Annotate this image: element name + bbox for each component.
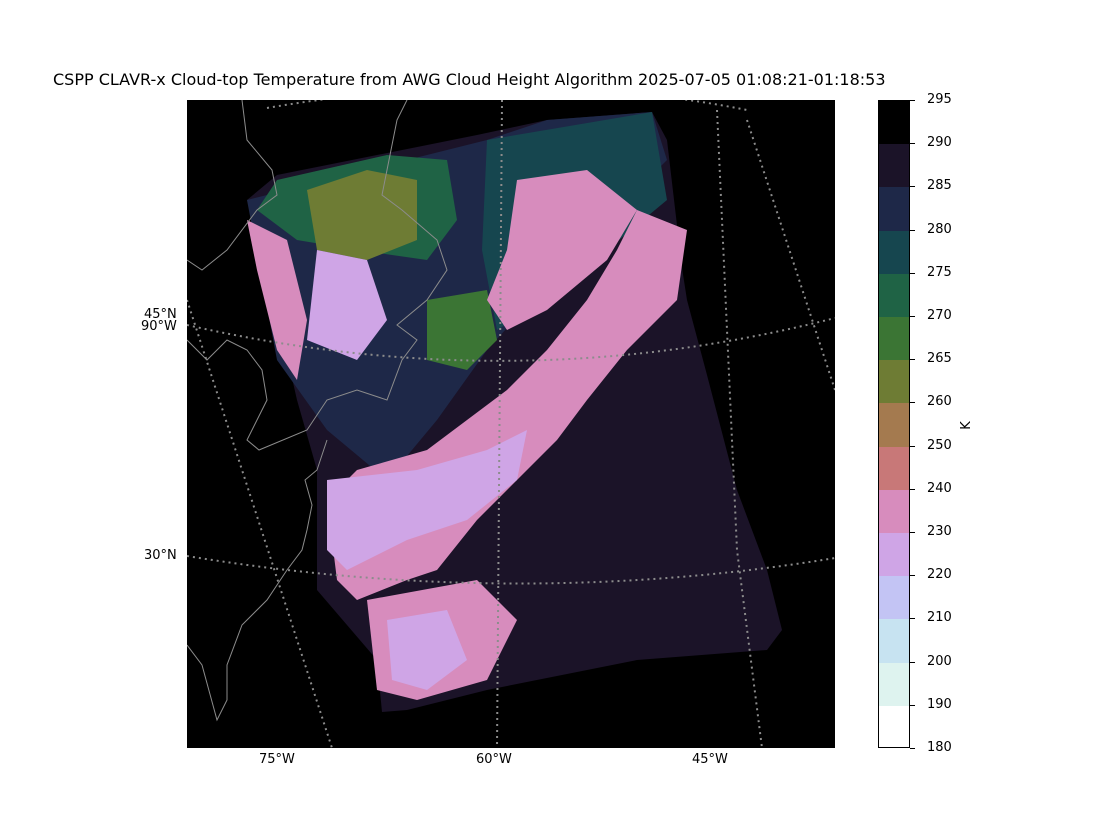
colorbar-tick-mark	[910, 618, 915, 620]
colorbar-tick-mark	[910, 661, 915, 663]
colorbar-tick-mark	[910, 532, 915, 533]
colorbar-tick-label: 200	[927, 653, 952, 669]
colorbar-tick-mark	[910, 186, 915, 188]
colorbar-tick-mark	[910, 402, 915, 404]
colorbar-tick-mark	[910, 359, 915, 361]
gridlines	[187, 100, 835, 748]
colorbar	[878, 100, 910, 748]
colorbar-tick-label: 250	[927, 437, 952, 453]
lat-label-45n: 45°N	[144, 307, 177, 322]
colorbar-segment	[879, 360, 909, 405]
colorbar-segment	[879, 403, 909, 448]
colorbar-tick-label: 295	[927, 92, 952, 107]
colorbar-tick-label: 240	[927, 480, 952, 496]
colorbar-segment	[879, 662, 909, 707]
lon-label-45w: 45°W	[692, 752, 728, 767]
colorbar-tick-label: 265	[927, 351, 952, 367]
colorbar-segment	[879, 317, 909, 362]
colorbar-tick-label: 180	[927, 740, 952, 755]
colorbar-segment	[879, 446, 909, 491]
colorbar-tick-mark	[910, 100, 915, 101]
colorbar-tick-label: 290	[927, 135, 952, 151]
colorbar-segment	[879, 619, 909, 664]
colorbar-unit-label: K	[958, 421, 974, 430]
colorbar-segment	[879, 101, 909, 146]
colorbar-segment	[879, 273, 909, 318]
colorbar-tick-label: 190	[927, 696, 952, 712]
colorbar-tick-mark	[910, 143, 915, 145]
colorbar-tick-label: 220	[927, 567, 952, 583]
colorbar-segment	[879, 576, 909, 621]
colorbar-tick-label: 275	[927, 264, 952, 280]
colorbar-tick-mark	[910, 575, 915, 577]
colorbar-tick-label: 260	[927, 394, 952, 410]
colorbar-tick-mark	[910, 748, 915, 749]
colorbar-tick-mark	[910, 488, 915, 490]
colorbar-tick-label: 230	[927, 524, 952, 539]
lat-label-30n: 30°N	[144, 548, 177, 563]
colorbar-tick-label: 210	[927, 610, 952, 626]
lon-label-90w: 90°W	[141, 319, 177, 334]
colorbar-segment	[879, 187, 909, 232]
colorbar-tick-label: 270	[927, 308, 952, 323]
colorbar-tick-mark	[910, 272, 915, 274]
satellite-map	[187, 100, 835, 748]
lon-label-60w: 60°W	[476, 752, 512, 767]
chart-title: CSPP CLAVR-x Cloud-top Temperature from …	[53, 70, 886, 89]
colorbar-tick-label: 280	[927, 221, 952, 237]
colorbar-tick-mark	[910, 229, 915, 231]
lon-label-75w: 75°W	[259, 752, 295, 767]
colorbar-segment	[879, 230, 909, 275]
colorbar-segment	[879, 533, 909, 578]
colorbar-tick-label: 285	[927, 178, 952, 194]
colorbar-tick-mark	[910, 316, 915, 317]
colorbar-tick-mark	[910, 704, 915, 706]
colorbar-tick-mark	[910, 445, 915, 447]
colorbar-segment	[879, 144, 909, 189]
coastline	[187, 100, 448, 722]
colorbar-segment	[879, 489, 909, 534]
colorbar-segment	[879, 705, 909, 747]
cloud-swath	[247, 112, 782, 712]
